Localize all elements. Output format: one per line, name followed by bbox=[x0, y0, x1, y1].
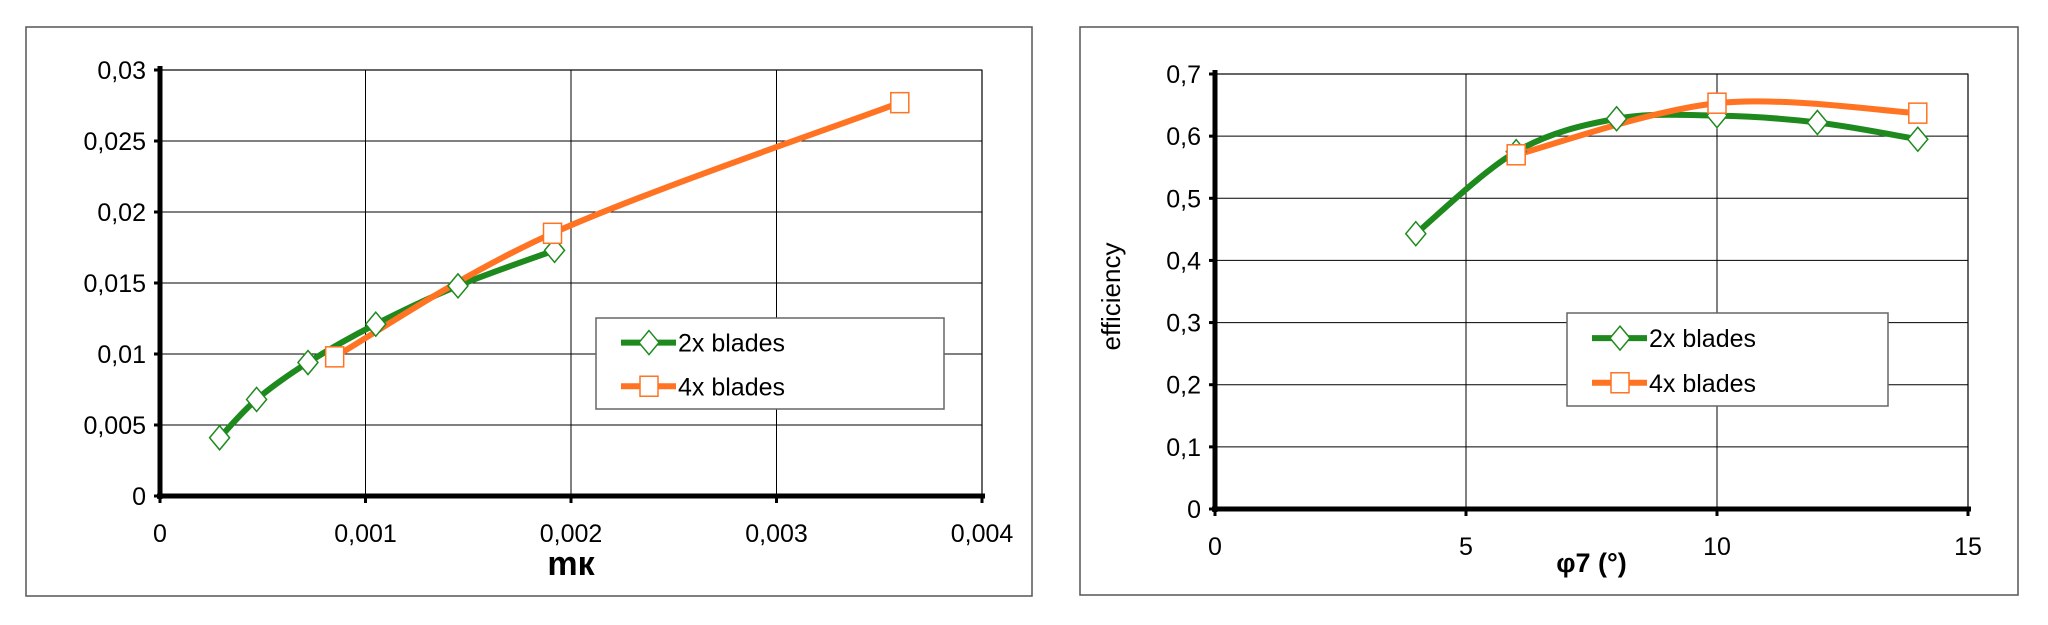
legend-label: 4x blades bbox=[1649, 370, 1756, 398]
chart-frame bbox=[25, 26, 1033, 597]
data-point-4x bbox=[542, 222, 563, 245]
x-tick-label: 0,003 bbox=[745, 520, 808, 548]
legend-marker bbox=[638, 329, 660, 356]
y-tick-label: 0,6 bbox=[1166, 123, 1201, 151]
data-point-2x bbox=[1906, 126, 1929, 153]
x-axis-label: mк bbox=[547, 545, 595, 583]
data-point-4x bbox=[1506, 144, 1526, 166]
data-point-2x bbox=[1404, 220, 1427, 247]
chart-frame bbox=[1079, 26, 2019, 596]
data-point-4x bbox=[324, 346, 345, 368]
chart-1: 0 0,005 0,01 0,015 0,02 0,025 0,03 0 0,001 0,002 0… bbox=[25, 26, 1033, 597]
y-axis-label: efficiency bbox=[1096, 243, 1126, 351]
y-tick-label: 0,025 bbox=[83, 128, 146, 156]
y-tick-label: 0 bbox=[132, 483, 146, 511]
y-tick-label: 0,7 bbox=[1166, 61, 1201, 89]
y-tick-label: 0,015 bbox=[83, 270, 146, 298]
legend: 2x blades 4x blades bbox=[595, 317, 945, 410]
x-tick-label: 10 bbox=[1703, 533, 1731, 561]
y-tick-label: 0,5 bbox=[1166, 185, 1201, 213]
y-tick-label: 0,02 bbox=[97, 199, 146, 227]
data-point-4x bbox=[890, 91, 910, 114]
data-point-2x bbox=[446, 272, 469, 300]
series-line-4x bbox=[333, 99, 901, 360]
x-tick-label: 0 bbox=[153, 520, 167, 548]
x-tick-label: 0,001 bbox=[334, 520, 397, 548]
x-tick-label: 15 bbox=[1954, 533, 1982, 561]
y-tick-label: 0,01 bbox=[97, 341, 146, 369]
y-tick-label: 0,03 bbox=[97, 57, 146, 85]
data-point-2x bbox=[543, 237, 566, 264]
data-point-4x bbox=[1908, 102, 1928, 124]
data-point-2x bbox=[1605, 105, 1628, 132]
y-tick-label: 0,005 bbox=[83, 412, 146, 440]
y-tick-label: 0,1 bbox=[1166, 434, 1201, 462]
legend-label: 2x blades bbox=[678, 330, 785, 358]
data-point-2x bbox=[364, 311, 387, 338]
x-axis-label: φ7 (°) bbox=[1556, 548, 1627, 578]
legend-label: 4x blades bbox=[678, 373, 785, 401]
legend-marker bbox=[1609, 324, 1631, 352]
x-tick-label: 0,002 bbox=[540, 520, 603, 548]
data-point-2x bbox=[1806, 109, 1829, 136]
data-point-2x bbox=[245, 386, 268, 413]
y-tick-label: 0,4 bbox=[1166, 247, 1201, 275]
chart-2: 0 0,1 0,2 0,3 0,4 0,5 0,6 0,7 0 5 10 15 φ7 (°) effici… bbox=[1079, 26, 2019, 596]
data-point-2x bbox=[208, 424, 231, 451]
y-tick-label: 0,3 bbox=[1166, 310, 1201, 338]
legend-marker bbox=[1610, 372, 1630, 394]
data-point-4x bbox=[1707, 92, 1727, 114]
legend-label: 2x blades bbox=[1649, 325, 1756, 353]
data-point-2x bbox=[296, 349, 319, 376]
y-tick-label: 0,2 bbox=[1166, 372, 1201, 400]
legend-marker bbox=[639, 375, 659, 397]
legend: 2x blades 4x blades bbox=[1566, 312, 1889, 407]
x-tick-label: 0 bbox=[1208, 533, 1222, 561]
x-tick-label: 5 bbox=[1459, 533, 1473, 561]
x-tick-label: 0,004 bbox=[951, 520, 1014, 548]
y-tick-label: 0 bbox=[1187, 496, 1201, 524]
